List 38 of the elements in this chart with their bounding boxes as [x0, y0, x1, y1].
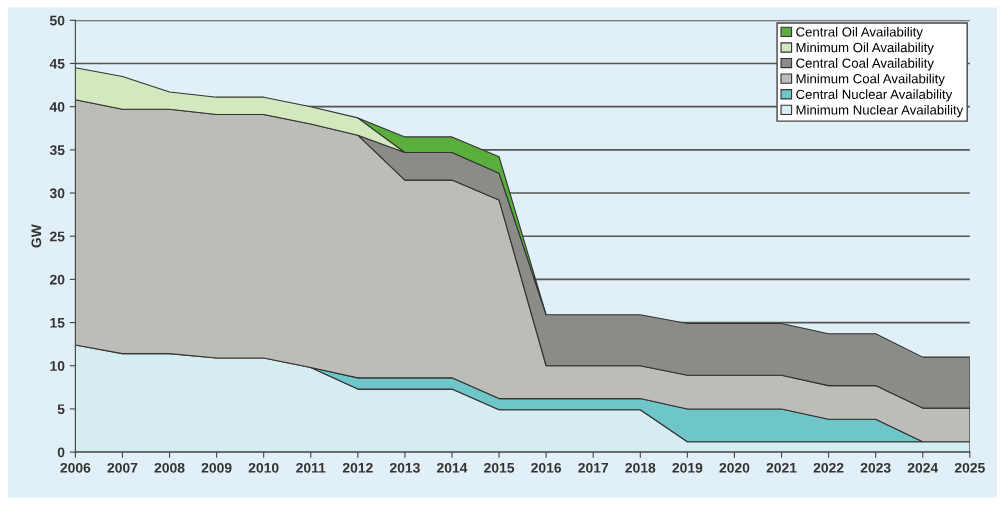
y-tick-label: 45 — [49, 58, 65, 69]
x-tick-label: 2025 — [954, 462, 985, 473]
y-tick-label: 20 — [49, 274, 65, 285]
x-tick-label: 2014 — [437, 462, 468, 473]
x-tick-label: 2021 — [766, 462, 797, 473]
x-tick-label: 2012 — [342, 462, 373, 473]
x-tick-label: 2017 — [578, 462, 609, 473]
x-tick-label: 2010 — [248, 462, 279, 473]
x-tick-label: 2007 — [107, 462, 138, 473]
x-tick-label: 2024 — [907, 462, 939, 473]
x-tick-label: 2023 — [860, 462, 891, 473]
x-tick-label: 2019 — [672, 462, 703, 473]
y-tick-label: 25 — [49, 231, 65, 242]
legend-label: Minimum Oil Availability — [796, 42, 934, 55]
y-axis-title: GW — [31, 224, 42, 248]
x-tick-label: 2020 — [719, 462, 750, 473]
x-tick-label: 2022 — [813, 462, 844, 473]
x-tick-label: 2008 — [154, 462, 185, 473]
y-tick-label: 50 — [49, 15, 65, 26]
y-tick-label: 40 — [49, 102, 65, 112]
y-tick-label: 15 — [50, 318, 65, 328]
legend-label: Central Oil Availability — [796, 26, 923, 40]
x-tick-label: 2016 — [531, 462, 562, 473]
legend-label: Central Nuclear Availability — [796, 89, 953, 102]
x-tick-label: 2006 — [60, 462, 91, 473]
y-tick-label: 5 — [57, 404, 65, 415]
x-tick-label: 2015 — [484, 462, 515, 473]
y-tick-label: 35 — [49, 145, 65, 156]
x-tick-label: 2018 — [625, 462, 656, 473]
y-tick-label: 0 — [57, 447, 65, 458]
legend-label: Minimum Coal Availability — [796, 73, 945, 87]
y-tick-label: 30 — [49, 188, 65, 199]
legend-label: Minimum Nuclear Availability — [796, 104, 964, 118]
x-tick-label: 2013 — [389, 462, 420, 473]
x-tick-label: 2009 — [201, 462, 232, 473]
y-tick-label: 10 — [50, 361, 65, 371]
x-tick-label: 2011 — [296, 462, 326, 473]
legend-label: Central Coal Availability — [796, 58, 934, 71]
